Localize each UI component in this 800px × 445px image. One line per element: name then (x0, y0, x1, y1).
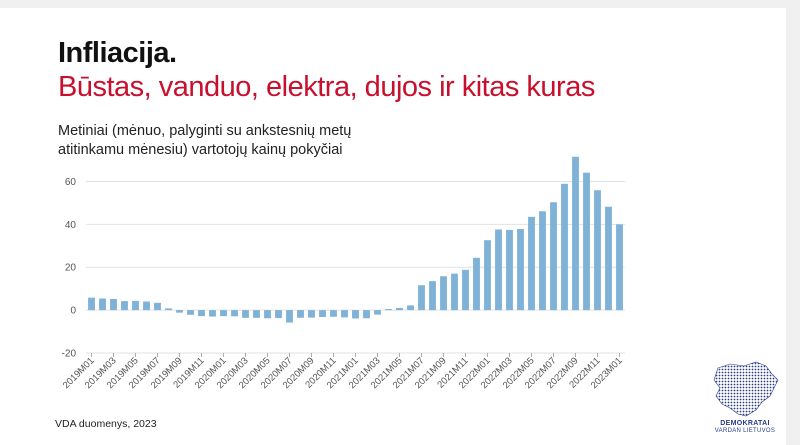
bar-2020M04 (253, 310, 260, 318)
bar-2021M07 (418, 285, 425, 311)
bar-2019M04 (121, 301, 128, 311)
bar-2022M05 (528, 216, 535, 311)
bar-2019M02 (99, 298, 106, 311)
page-title: Infliacija. (58, 37, 177, 69)
bar-2022M04 (517, 229, 524, 311)
bar-2022M06 (539, 211, 546, 311)
top-frame-strip (0, 0, 800, 8)
bar-2023M01 (616, 224, 623, 311)
bar-2019M10 (187, 310, 194, 315)
lithuania-map-icon (713, 361, 779, 417)
bar-2020M08 (297, 310, 304, 318)
bar-2019M11 (198, 310, 205, 317)
bar-2020M01 (220, 310, 227, 317)
bar-2022M08 (561, 183, 568, 311)
bar-2019M01 (88, 297, 95, 311)
bar-2021M02 (363, 310, 370, 319)
bar-2020M03 (242, 310, 249, 318)
bar-2020M12 (341, 310, 348, 318)
bar-2019M09 (176, 310, 183, 313)
page-subtitle: Būstas, vanduo, elektra, dujos ir kitas … (58, 71, 595, 103)
bar-2020M09 (308, 310, 315, 318)
y-axis-ticks: -20 0 20 40 60 (62, 177, 77, 360)
bar-2021M01 (352, 310, 359, 319)
y-tick-label: 20 (65, 263, 77, 274)
party-logo: DEMOKRATAI VARDAN LIETUVOS (700, 356, 800, 436)
right-frame-strip (786, 0, 800, 445)
y-tick-label: 0 (70, 306, 76, 317)
y-tick-label: 40 (65, 220, 77, 231)
chart-title: Metiniai (mėnuo, palyginti su ankstesnių… (58, 123, 352, 158)
bar-2019M05 (132, 300, 139, 311)
bar-2022M09 (572, 156, 579, 311)
bar-2021M08 (429, 281, 436, 311)
bar-2020M11 (330, 310, 337, 317)
bar-2020M07 (286, 310, 293, 323)
bar-2020M10 (319, 310, 326, 317)
bar-2019M08 (165, 308, 172, 311)
bar-2021M11 (462, 269, 469, 311)
bar-2019M12 (209, 310, 216, 317)
bar-2021M04 (385, 309, 392, 311)
bar-2022M02 (495, 229, 502, 311)
bar-2021M10 (451, 273, 458, 311)
bar-2020M06 (275, 310, 282, 319)
bar-2020M05 (264, 310, 271, 319)
bar-2021M05 (396, 307, 403, 311)
y-tick-label: -20 (62, 349, 77, 360)
bar-2019M07 (154, 302, 161, 311)
logo-text-line1: DEMOKRATAI (720, 420, 770, 427)
x-axis-ticks: 2019M012019M032019M052019M072019M092019M… (61, 353, 625, 391)
bar-2022M07 (550, 202, 557, 311)
source-note: VDA duomenys, 2023 (55, 418, 157, 430)
bar-2022M11 (594, 190, 601, 311)
bar-2020M02 (231, 310, 238, 317)
chart-bars (88, 156, 623, 323)
bar-2021M06 (407, 305, 414, 311)
logo-text-line2: VARDAN LIETUVOS (714, 428, 776, 434)
bar-2022M03 (506, 229, 513, 311)
bar-2021M09 (440, 276, 447, 311)
bar-2022M01 (484, 240, 491, 311)
bar-2021M03 (374, 310, 381, 315)
bar-2019M03 (110, 298, 117, 311)
bar-2022M10 (583, 172, 590, 311)
bar-2021M12 (473, 257, 480, 311)
y-tick-label: 60 (65, 177, 77, 188)
bar-2022M12 (605, 206, 612, 311)
bar-2019M06 (143, 301, 150, 311)
